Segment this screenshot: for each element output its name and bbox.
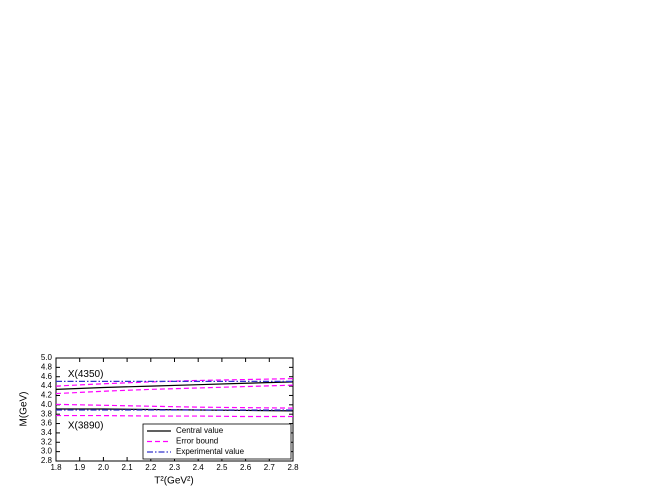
x-tick-label: 2.2 <box>145 463 157 472</box>
annotation: X(3890) <box>68 421 104 432</box>
legend-label: Central value <box>176 426 224 435</box>
x-tick-label: 2.5 <box>216 463 228 472</box>
annotation: X(4350) <box>68 369 104 380</box>
y-tick-label: 2.8 <box>41 456 53 465</box>
x-axis-label: T²(GeV²) <box>154 476 193 487</box>
x-tick-label: 1.9 <box>74 463 86 472</box>
line <box>56 414 293 418</box>
line <box>55 381 294 390</box>
legend-label: Experimental value <box>176 447 245 456</box>
x-tick-label: 2.4 <box>193 463 205 472</box>
y-tick-label: 4.0 <box>41 400 53 409</box>
y-tick-label: 5.0 <box>41 353 53 362</box>
y-tick-label: 4.2 <box>41 391 53 400</box>
x-tick-label: 2.0 <box>98 463 110 472</box>
line <box>55 403 294 409</box>
x-tick-label: 2.6 <box>240 463 252 472</box>
y-tick-label: 4.8 <box>41 362 53 371</box>
y-tick-label: 3.0 <box>41 447 53 456</box>
y-tick-label: 4.6 <box>41 372 53 381</box>
y-tick-label: 3.6 <box>41 419 53 428</box>
x-tick-label: 2.1 <box>122 463 134 472</box>
y-tick-label: 3.4 <box>41 428 53 437</box>
x-tick-label: 2.3 <box>169 463 181 472</box>
y-tick-label: 3.2 <box>41 437 53 446</box>
x-tick-label: 2.8 <box>287 463 299 472</box>
y-axis-label: M(GeV) <box>19 392 30 427</box>
legend-label: Error bound <box>176 437 218 446</box>
y-tick-label: 4.4 <box>41 381 53 390</box>
y-tick-label: 3.8 <box>41 409 53 418</box>
line <box>55 384 294 395</box>
x-tick-label: 2.7 <box>264 463 276 472</box>
x-tick-label: 1.8 <box>50 463 62 472</box>
